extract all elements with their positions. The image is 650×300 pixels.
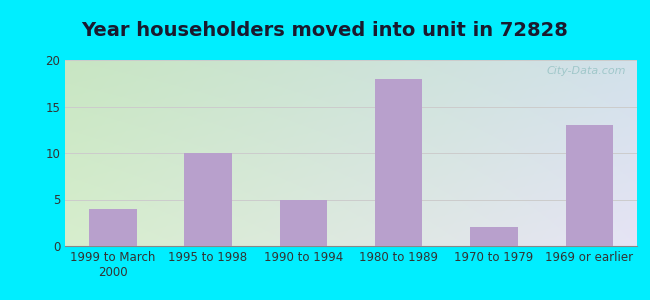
Bar: [566, 125, 613, 246]
Bar: [89, 209, 136, 246]
Bar: [280, 200, 327, 246]
Text: Year householders moved into unit in 72828: Year householders moved into unit in 728…: [81, 21, 569, 40]
Bar: [375, 79, 422, 246]
Bar: [184, 153, 232, 246]
Bar: [470, 227, 518, 246]
Text: City-Data.com: City-Data.com: [546, 66, 625, 76]
